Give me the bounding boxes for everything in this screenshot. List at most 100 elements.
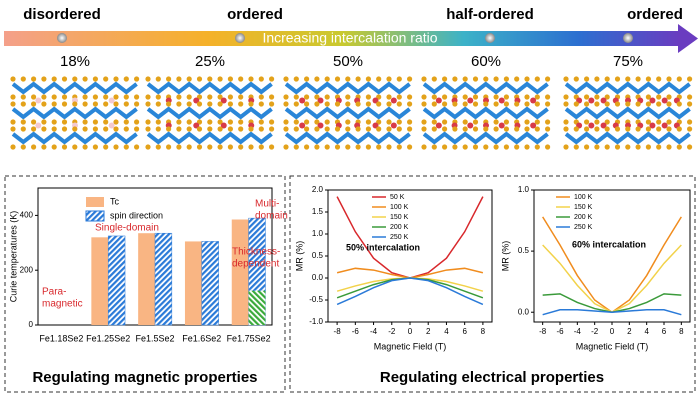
x-tick-label: 8	[481, 327, 486, 336]
x-tick-label: -2	[591, 327, 599, 336]
se-atom	[666, 101, 672, 107]
y-tick-label: 0.5	[518, 246, 530, 255]
fe-intercalant	[661, 122, 668, 129]
se-atom	[355, 76, 361, 82]
se-atom	[604, 76, 610, 82]
y-tick-label: 400	[20, 211, 34, 220]
se-atom	[92, 94, 98, 100]
se-atom	[166, 76, 172, 82]
se-atom	[72, 101, 78, 107]
se-atom	[10, 76, 16, 82]
se-atom	[462, 144, 468, 150]
se-atom	[293, 76, 299, 82]
se-atom	[134, 101, 140, 107]
se-atom	[407, 126, 413, 132]
fe-layer	[284, 131, 411, 145]
se-atom	[666, 126, 672, 132]
se-atom	[573, 126, 579, 132]
se-atom	[355, 101, 361, 107]
fe-intercalant	[35, 97, 42, 104]
se-atom	[258, 76, 264, 82]
se-atom	[186, 94, 192, 100]
se-atom	[30, 119, 37, 125]
se-atom	[155, 119, 161, 125]
fe-intercalant	[600, 122, 607, 129]
se-atom	[687, 76, 693, 82]
se-atom	[238, 119, 244, 125]
se-atom	[227, 126, 233, 132]
se-atom	[207, 101, 213, 107]
se-atom	[563, 76, 569, 82]
fe-intercalant	[317, 97, 324, 104]
y-tick-label: 0.5	[312, 251, 324, 260]
se-atom	[431, 144, 437, 150]
se-atom	[258, 101, 264, 107]
se-atom	[123, 144, 129, 150]
se-atom	[334, 126, 341, 132]
se-atom	[431, 101, 437, 107]
se-atom	[238, 126, 244, 132]
fe-intercalant	[390, 97, 397, 104]
y-axis-label: MR (%)	[294, 241, 304, 272]
se-atom	[145, 76, 151, 82]
se-atom	[293, 144, 299, 150]
fe-intercalant	[108, 97, 115, 104]
se-atom	[145, 126, 151, 132]
se-atom	[227, 76, 233, 82]
se-atom	[334, 101, 341, 107]
se-atom	[30, 126, 37, 132]
se-atom	[573, 101, 579, 107]
se-atom	[687, 126, 693, 132]
fe-intercalant	[467, 97, 474, 104]
se-atom	[20, 126, 26, 132]
y-tick-label: -0.5	[309, 295, 323, 304]
se-atom	[293, 94, 299, 100]
se-atom	[666, 76, 672, 82]
y-tick-label: 2.0	[312, 185, 324, 194]
fe-layer	[11, 81, 138, 95]
se-atom	[61, 144, 68, 150]
x-tick-label: Fe1.75Se2	[227, 333, 271, 343]
se-atom	[483, 76, 489, 82]
annotation: Thickness-	[232, 247, 280, 258]
se-atom	[645, 119, 652, 125]
x-tick-label: 6	[662, 327, 667, 336]
bar	[201, 241, 219, 326]
y-tick-label: -1.0	[309, 317, 323, 326]
se-atom	[345, 76, 351, 82]
fe-intercalant	[498, 122, 505, 129]
se-atom	[563, 94, 569, 100]
se-atom	[113, 94, 119, 100]
se-atom	[238, 94, 244, 100]
se-atom	[365, 101, 371, 107]
se-atom	[365, 126, 371, 132]
series-line	[336, 267, 484, 279]
x-tick-label: -6	[556, 327, 564, 336]
se-atom	[462, 126, 468, 132]
bar	[231, 219, 249, 325]
annotation: 60% intercalation	[572, 239, 646, 249]
se-atom	[365, 94, 371, 100]
se-atom	[123, 101, 129, 107]
se-atom	[386, 144, 392, 150]
fe-intercalant	[530, 122, 537, 129]
se-atom	[462, 119, 468, 125]
se-atom	[545, 144, 551, 150]
marker	[235, 33, 245, 43]
se-atom	[92, 126, 98, 132]
se-atom	[421, 76, 427, 82]
fe-intercalant	[193, 97, 200, 104]
se-atom	[472, 94, 479, 100]
se-atom	[594, 126, 600, 132]
se-atom	[656, 101, 662, 107]
se-atom	[314, 101, 320, 107]
se-atom	[594, 76, 600, 82]
se-atom	[324, 101, 330, 107]
se-atom	[503, 126, 509, 132]
se-atom	[545, 101, 551, 107]
x-tick-label: 8	[679, 327, 684, 336]
fe-intercalant	[193, 122, 200, 129]
se-atom	[503, 101, 509, 107]
se-atom	[10, 101, 16, 107]
se-atom	[134, 76, 140, 82]
